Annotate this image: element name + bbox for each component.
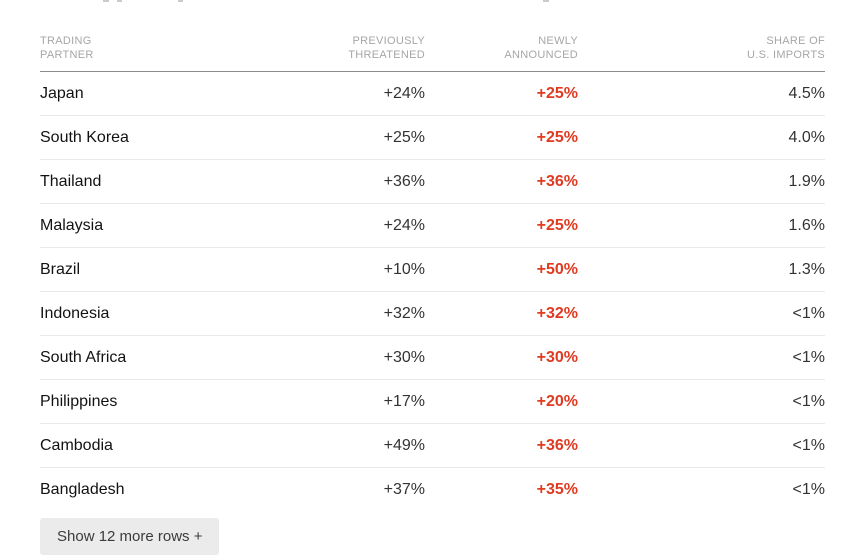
table-row: South Korea +25% +25% 4.0% <box>40 115 825 160</box>
previously-threatened-cell: +36% <box>240 159 425 204</box>
tariff-table-section: TRADING PARTNER PREVIOUSLY THREATENED NE… <box>40 0 825 555</box>
newly-announced-cell: +20% <box>425 379 578 424</box>
table-header-row: TRADING PARTNER PREVIOUSLY THREATENED NE… <box>40 34 825 72</box>
header-line: PREVIOUSLY <box>352 35 425 47</box>
share-imports-cell: <1% <box>578 335 825 380</box>
newly-announced-cell: +50% <box>425 247 578 292</box>
table-row: Indonesia +32% +32% <1% <box>40 291 825 336</box>
newly-announced-cell: +25% <box>425 203 578 248</box>
table-row: Philippines +17% +20% <1% <box>40 379 825 424</box>
previously-threatened-cell: +32% <box>240 291 425 336</box>
partner-cell: Brazil <box>40 247 240 292</box>
share-imports-cell: <1% <box>578 379 825 424</box>
partner-cell: Japan <box>40 71 240 116</box>
partner-cell: Malaysia <box>40 203 240 248</box>
partner-cell: Cambodia <box>40 423 240 468</box>
header-line: THREATENED <box>348 49 425 61</box>
partner-cell: Indonesia <box>40 291 240 336</box>
column-header-share-of-imports: SHARE OF U.S. IMPORTS <box>578 34 825 72</box>
cropped-text-remnant <box>178 0 183 2</box>
newly-announced-cell: +36% <box>425 423 578 468</box>
partner-cell: Philippines <box>40 379 240 424</box>
header-line: TRADING <box>40 35 92 47</box>
table-row: Brazil +10% +50% 1.3% <box>40 247 825 292</box>
header-line: NEWLY <box>538 35 578 47</box>
column-header-trading-partner: TRADING PARTNER <box>40 34 240 72</box>
partner-cell: Bangladesh <box>40 481 125 498</box>
previously-threatened-cell: +49% <box>240 423 425 468</box>
share-imports-cell: 1.3% <box>578 247 825 292</box>
partner-cell: South Africa <box>40 335 240 380</box>
newly-announced-cell: +25% <box>425 71 578 116</box>
tariff-table: TRADING PARTNER PREVIOUSLY THREATENED NE… <box>40 34 825 511</box>
show-more-rows-button[interactable]: Show 12 more rows + <box>40 518 220 555</box>
table-row: South Africa +30% +30% <1% <box>40 335 825 380</box>
newly-announced-cell: +36% <box>425 159 578 204</box>
previously-threatened-cell: +37% <box>383 481 425 498</box>
table-row: Thailand +36% +36% 1.9% <box>40 159 825 204</box>
header-line: SHARE OF <box>766 35 825 47</box>
cropped-text-remnant <box>117 0 122 2</box>
newly-announced-cell: +30% <box>425 335 578 380</box>
header-line: ANNOUNCED <box>504 49 578 61</box>
column-header-previously-threatened: PREVIOUSLY THREATENED <box>240 34 425 72</box>
share-imports-cell: <1% <box>578 291 825 336</box>
previously-threatened-cell: +17% <box>240 379 425 424</box>
share-imports-cell: 4.5% <box>578 71 825 116</box>
column-header-newly-announced: NEWLY ANNOUNCED <box>425 34 578 72</box>
share-imports-cell: <1% <box>578 423 825 468</box>
previously-threatened-cell: +24% <box>240 203 425 248</box>
previously-threatened-cell: +30% <box>240 335 425 380</box>
header-line: U.S. IMPORTS <box>747 49 825 61</box>
partner-cell: Thailand <box>40 159 240 204</box>
previously-threatened-cell: +24% <box>240 71 425 116</box>
newly-announced-cell: +35% <box>536 481 578 498</box>
partner-cell: South Korea <box>40 115 240 160</box>
share-imports-cell: 1.6% <box>578 203 825 248</box>
header-line: PARTNER <box>40 49 94 61</box>
table-row: Japan +24% +25% 4.5% <box>40 71 825 116</box>
cropped-text-remnant <box>103 0 109 2</box>
table-row: Malaysia +24% +25% 1.6% <box>40 203 825 248</box>
table-row: Bangladesh +37% +35% <1% <box>40 468 825 512</box>
share-imports-cell: 4.0% <box>578 115 825 160</box>
previously-threatened-cell: +25% <box>240 115 425 160</box>
share-imports-cell: <1% <box>792 481 825 498</box>
newly-announced-cell: +32% <box>425 291 578 336</box>
previously-threatened-cell: +10% <box>240 247 425 292</box>
cropped-text-remnant <box>543 0 549 2</box>
share-imports-cell: 1.9% <box>578 159 825 204</box>
newly-announced-cell: +25% <box>425 115 578 160</box>
table-row: Cambodia +49% +36% <1% <box>40 423 825 468</box>
